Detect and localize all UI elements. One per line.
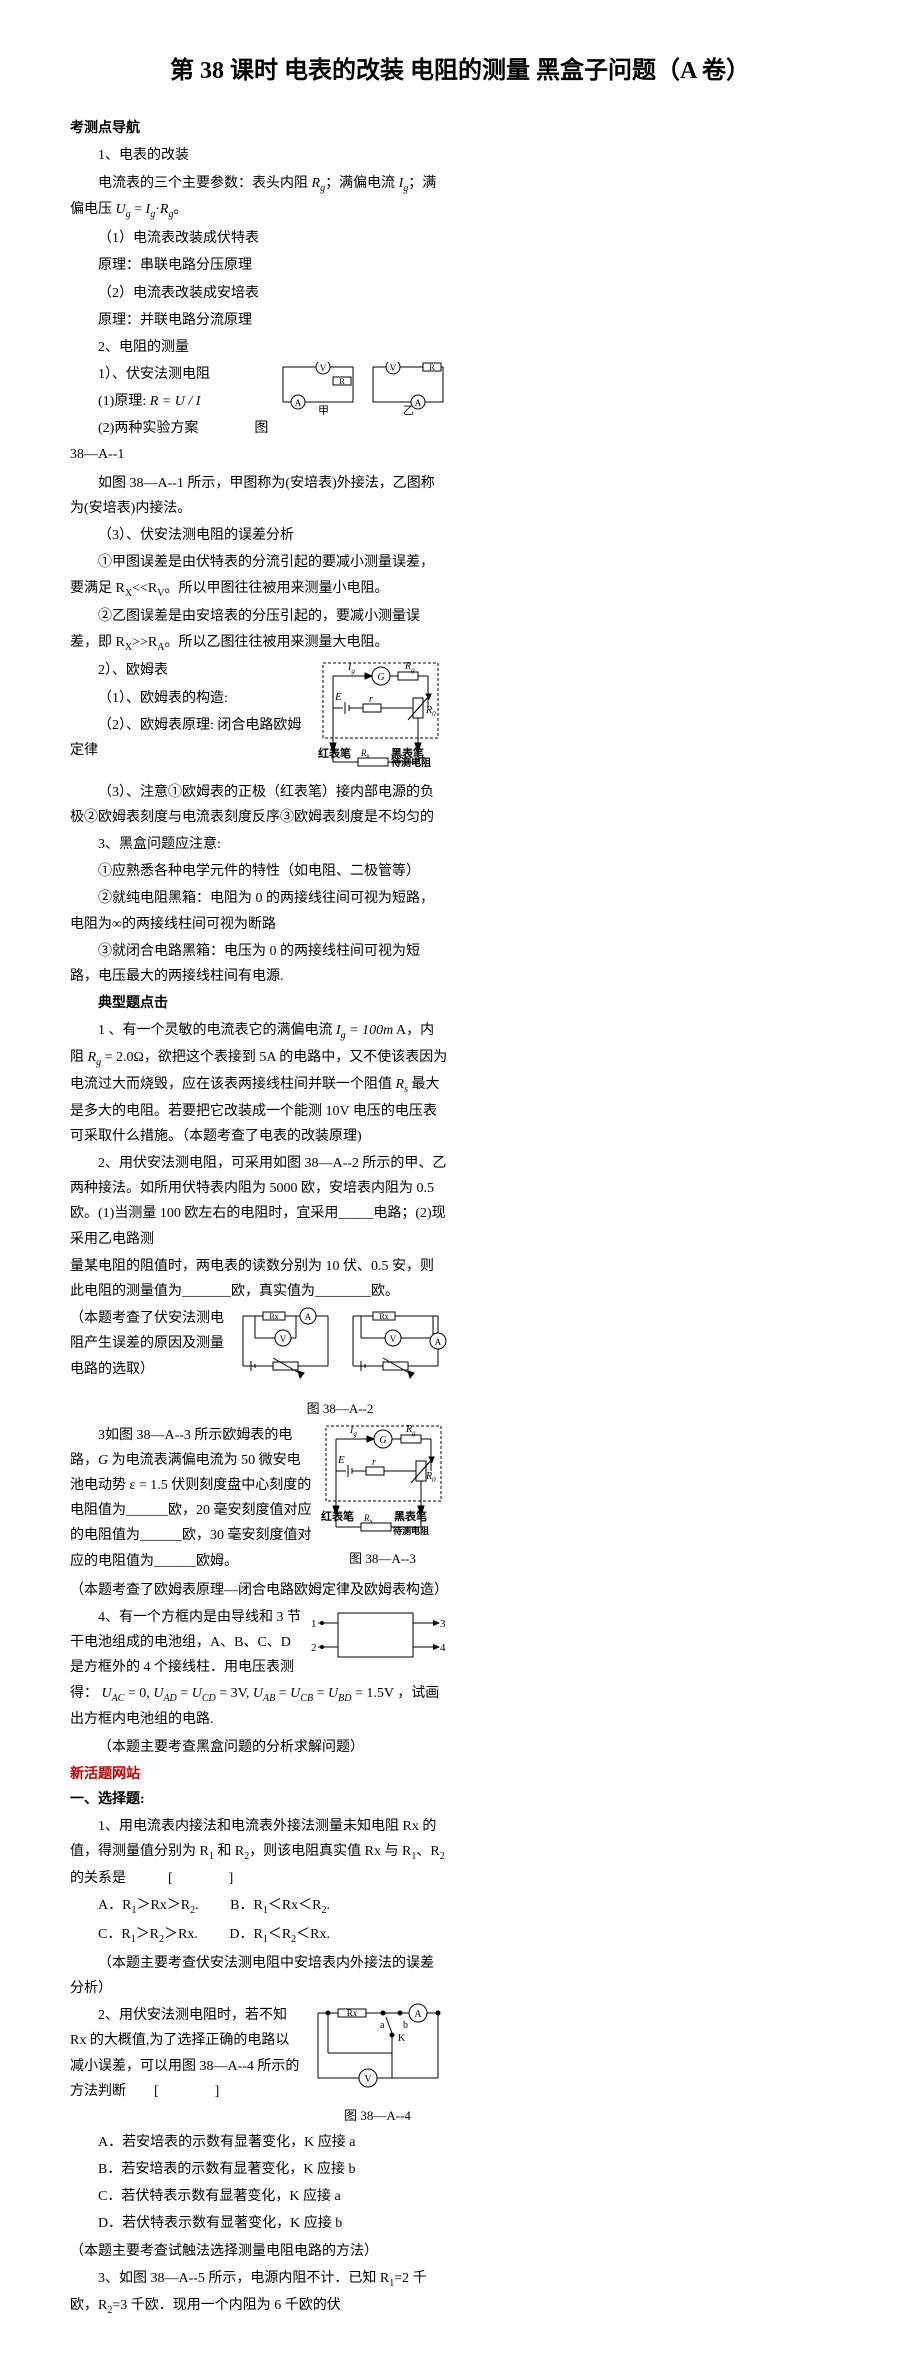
section-header-4: 一、选择题: <box>70 1787 448 1812</box>
figure-4: Rx A a b K V <box>308 2003 448 2128</box>
figure-ohm-1: G Ig Rg E r <box>313 658 448 777</box>
para: ③就闭合电路黑箱：电压为 0 的两接线柱间可视为短路，电压最大的两接线柱间有电源… <box>70 939 448 989</box>
svg-text:A: A <box>304 1312 311 1322</box>
para: 3、黑盒问题应注意: <box>70 832 448 857</box>
svg-text:r: r <box>372 1457 376 1468</box>
svg-text:Ig: Ig <box>347 662 355 675</box>
q2: 2、用伏安法测电阻，可采用如图 38—A--2 所示的甲、乙两种接法。如所用伏特… <box>70 1151 448 1252</box>
section-header-1: 考测点导航 <box>70 116 448 141</box>
figure-3: G Ig Rg E r <box>318 1421 448 1571</box>
svg-text:红表笔: 红表笔 <box>321 1509 354 1523</box>
para: （3）、伏安法测电阻的误差分析 <box>70 523 448 548</box>
figure-1: V R A 甲 V R A 乙 <box>278 362 448 426</box>
fig-3-caption: 图 38—A--3 <box>318 1547 448 1570</box>
svg-text:V: V <box>389 1334 396 1344</box>
para: （3）、注意①欧姆表的正极（红表笔）接内部电源的负极②欧姆表刻度与电流表刻度反序… <box>70 780 448 830</box>
svg-text:3: 3 <box>440 1618 446 1630</box>
figure-2: Rx A V Rx <box>233 1306 448 1421</box>
para: 如图 38—A--1 所示，甲图称为(安培表)外接法，乙图称为(安培表)内接法。 <box>70 471 448 521</box>
para: 原理：串联电路分压原理 <box>70 253 448 278</box>
s1: 1、用电流表内接法和电流表外接法测量未知电阻 Rx 的值，得测量值分别为 R1 … <box>70 1814 448 1891</box>
svg-text:Rx: Rx <box>379 1312 388 1321</box>
para: ②乙图误差是由安培表的分压引起的，要减小测量误差，即 RX>>RA。所以乙图往往… <box>70 604 448 656</box>
svg-text:G: G <box>379 1435 386 1446</box>
options-ab: A．R1＞Rx＞R2. B．R1＜Rx＜R2. <box>70 1893 448 1920</box>
para: ①甲图误差是由伏特表的分流引起的要减小测量误差，要满足 RX<<RV。所以甲图往… <box>70 550 448 602</box>
para: （本题主要考查试触法选择测量电阻电路的方法） <box>70 2239 448 2264</box>
fig-2-caption: 图 38—A--2 <box>233 1397 448 1420</box>
svg-text:A: A <box>434 1337 441 1347</box>
svg-text:乙: 乙 <box>403 404 414 417</box>
opt-a: A．若安培表的示数有显著变化，K 应接 a <box>70 2130 448 2155</box>
page-title: 第 38 课时 电表的改装 电阻的测量 黑盒子问题（A 卷） <box>70 50 850 93</box>
para: （2）电流表改装成安培表 <box>70 281 448 306</box>
svg-text:V: V <box>279 1334 286 1344</box>
svg-text:4: 4 <box>440 1642 446 1654</box>
svg-text:E: E <box>337 1454 345 1466</box>
svg-text:Rx: Rx <box>346 2008 357 2018</box>
svg-text:红表笔: 红表笔 <box>318 746 351 760</box>
para: ①应熟悉各种电学元件的特性（如电阻、二极管等） <box>70 859 448 884</box>
svg-text:R0: R0 <box>425 1471 436 1484</box>
svg-text:待测电阻: 待测电阻 <box>391 756 431 768</box>
svg-text:待测电阻: 待测电阻 <box>393 1525 429 1536</box>
para: 1、电表的改装 <box>70 143 448 168</box>
para: （本题考查了欧姆表原理—闭合电路欧姆定律及欧姆表构造） <box>70 1578 448 1603</box>
svg-text:V: V <box>389 363 396 373</box>
svg-text:V: V <box>364 2074 372 2085</box>
svg-text:Ig: Ig <box>349 1425 357 1438</box>
para: ②就纯电阻黑箱：电阻为 0 的两接线往间可视为短路，电阻为∞的两接线柱间可视为断… <box>70 886 448 936</box>
para: 原理：并联电路分流原理 <box>70 308 448 333</box>
fig-4-caption: 图 38—A--4 <box>308 2104 448 2127</box>
svg-text:r: r <box>369 694 373 705</box>
svg-text:E: E <box>334 691 342 703</box>
svg-text:A: A <box>294 398 301 408</box>
svg-text:b: b <box>403 2020 408 2031</box>
svg-text:a: a <box>380 2020 385 2031</box>
svg-text:A: A <box>414 398 421 408</box>
svg-text:R: R <box>429 363 435 372</box>
para: （本题主要考查黑盒问题的分析求解问题） <box>70 1735 448 1760</box>
svg-text:R0: R0 <box>425 705 436 718</box>
options-cd: C．R1＞R2＞Rx. D．R1＜R2＜Rx. <box>70 1922 448 1949</box>
content-columns: 考测点导航 1、电表的改装 电流表的三个主要参数：表头内阻 Rg；满偏电流 Ig… <box>70 108 850 2321</box>
opt-d: D．若伏特表示数有显著变化，K 应接 b <box>70 2211 448 2236</box>
para: 量某电阻的阻值时，两电表的读数分别为 10 伏、0.5 安，则此电阻的测量值为_… <box>70 1254 448 1304</box>
svg-text:K: K <box>398 2033 406 2044</box>
q1: 1 、有一个灵敏的电流表它的满偏电流 Ig = 100m A，内阻 Rg = 2… <box>70 1018 448 1149</box>
section-header-2: 典型题点击 <box>70 991 448 1016</box>
opt-c: C．若伏特表示数有显著变化，K 应接 a <box>70 2184 448 2209</box>
svg-text:黑表笔: 黑表笔 <box>394 1509 427 1523</box>
svg-text:A: A <box>414 2009 422 2020</box>
s6: 3、如图 38—A--5 所示，电源内阻不计．已知 R1=2 千欧，R2=3 千… <box>70 2266 448 2320</box>
para: （1）电流表改装成伏特表 <box>70 226 448 251</box>
svg-text:V: V <box>319 363 326 373</box>
para: 2、电阻的测量 <box>70 335 448 360</box>
para: 电流表的三个主要参数：表头内阻 Rg；满偏电流 Ig；满偏电压 Ug = Ig·… <box>70 171 448 225</box>
svg-text:R: R <box>339 377 345 386</box>
figure-box-4terminals: 1 2 3 4 <box>308 1605 448 1674</box>
section-header-3: 新活题网站 <box>70 1762 448 1787</box>
opt-b: B．若安培表的示数有显著变化，K 应接 b <box>70 2157 448 2182</box>
svg-text:Rx: Rx <box>269 1312 278 1321</box>
svg-text:1: 1 <box>311 1618 317 1630</box>
svg-text:G: G <box>377 672 384 683</box>
svg-text:甲: 甲 <box>318 405 329 417</box>
svg-text:2: 2 <box>311 1642 317 1654</box>
para: （本题主要考查伏安法测电阻中安培表内外接法的误差分析） <box>70 1951 448 2001</box>
